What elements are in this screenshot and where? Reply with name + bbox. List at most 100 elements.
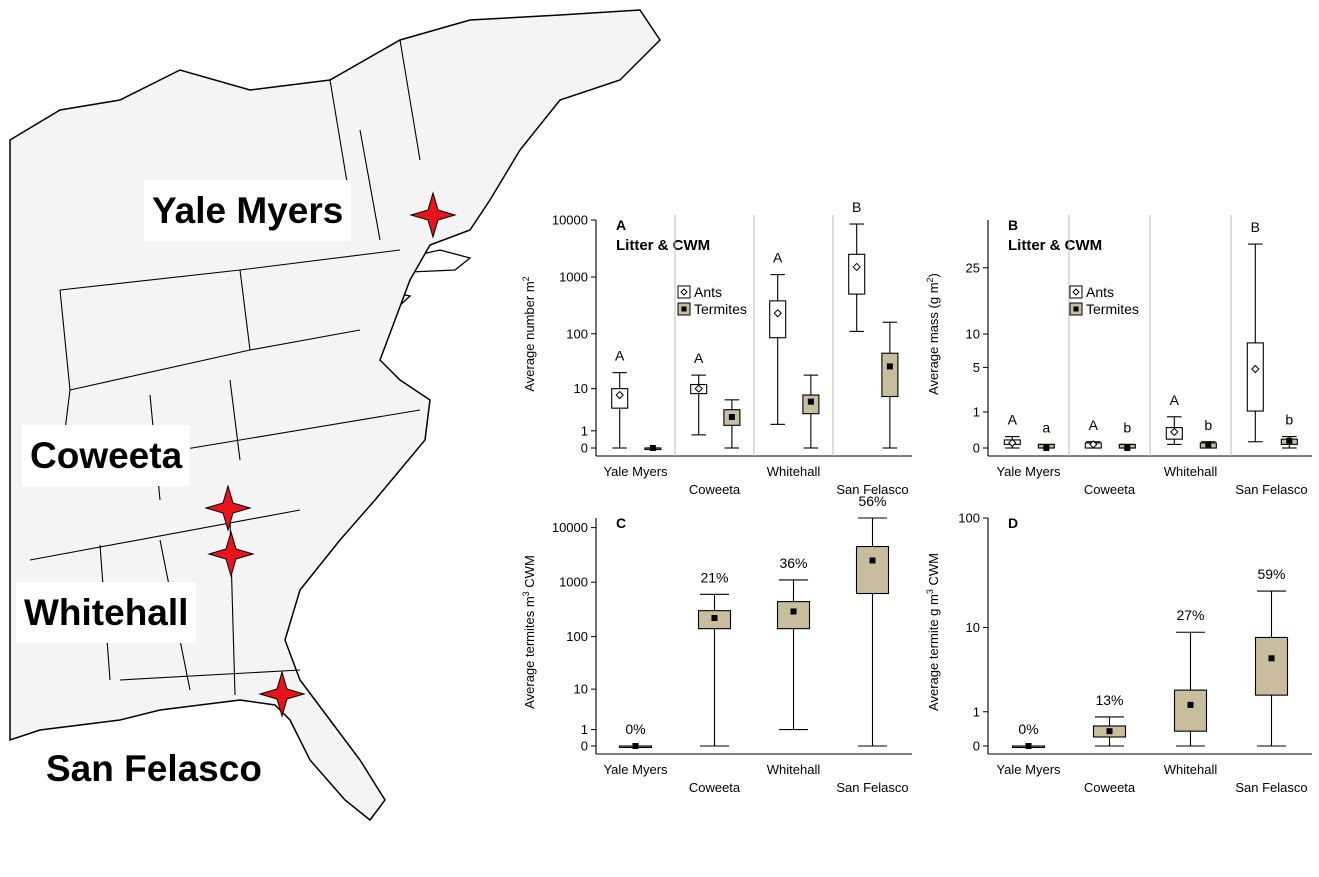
box-annotation: A — [1089, 417, 1099, 433]
median-marker — [1089, 440, 1098, 449]
site-marker-star — [409, 191, 457, 239]
box-annotation: 59% — [1257, 566, 1285, 582]
median-marker — [1106, 728, 1113, 735]
median-marker — [1124, 445, 1131, 451]
y-tick-label: 1 — [973, 404, 980, 419]
box-ants: A — [611, 348, 629, 449]
box-termites: a — [1037, 419, 1055, 451]
y-axis-label: Average termites m3 CWM — [521, 555, 537, 709]
median-marker — [869, 557, 876, 564]
y-tick-label: 25 — [966, 260, 980, 275]
y-tick-label: 10 — [966, 327, 980, 342]
box-termites: b — [1199, 417, 1217, 449]
panel-b: 0 1 5 10 25 Average mass (g m2) B Litter & CWM Y… — [925, 215, 1312, 497]
median-marker — [1008, 438, 1017, 448]
panel-letter: B — [1008, 217, 1018, 233]
box-ants: B — [848, 199, 866, 332]
median-marker — [1187, 701, 1194, 708]
box-termites: 0% — [1011, 721, 1046, 749]
y-tick-label: 100 — [566, 326, 588, 341]
box-annotation: A — [1170, 392, 1180, 408]
x-category-label: Yale Myers — [996, 762, 1061, 777]
box-annotation: A — [694, 350, 704, 366]
median-marker — [632, 743, 639, 749]
x-category-label: Coweeta — [1084, 482, 1136, 497]
y-tick-label: 1000 — [559, 269, 588, 284]
panel-letter: D — [1008, 515, 1018, 531]
box-rect — [848, 253, 866, 295]
box-annotation: 36% — [779, 555, 807, 571]
box-annotation: b — [1123, 419, 1131, 435]
legend-label: Ants — [1086, 284, 1114, 300]
box-termites: 27% — [1173, 607, 1208, 747]
box-termites: b — [1280, 412, 1298, 449]
panel-c: 0 1 10 100 1000 10000 Average termites m3 CWM C… — [521, 493, 912, 795]
y-tick-label: 1000 — [559, 575, 588, 590]
x-category-label: Yale Myers — [603, 464, 668, 479]
median-marker — [807, 398, 814, 405]
panel-letter: C — [616, 515, 626, 531]
legend-label: Ants — [694, 284, 722, 300]
box-ants: A — [1003, 412, 1021, 449]
panel-subtitle: Litter & CWM — [1008, 237, 1102, 254]
median-marker — [1286, 437, 1293, 444]
y-tick-label: 10 — [966, 620, 980, 635]
median-marker — [615, 390, 624, 400]
site-label-whitehall: Whitehall — [16, 582, 197, 643]
y-tick-label: 0 — [581, 441, 588, 456]
median-marker — [694, 384, 703, 393]
y-tick-label: 5 — [973, 360, 980, 375]
box-rect — [776, 601, 811, 630]
y-tick-label: 100 — [958, 511, 980, 526]
y-axis-label: Average mass (g m2) — [925, 273, 941, 395]
x-category-label: Coweeta — [689, 780, 741, 795]
x-category-label: Whitehall — [1164, 464, 1218, 479]
site-label-san-felasco: San Felasco — [38, 738, 270, 799]
box-annotation: 27% — [1176, 607, 1204, 623]
y-axis-label: Average number m2 — [521, 276, 537, 391]
x-category-label: San Felasco — [836, 780, 908, 795]
median-marker — [1170, 427, 1179, 437]
panel-a: 0 1 10 100 1000 10000 Average number m2 A Litter… — [521, 199, 912, 497]
legend-label: Termites — [694, 301, 747, 317]
median-marker — [1251, 364, 1260, 374]
box-termites — [881, 321, 899, 449]
box-annotation: 21% — [700, 569, 728, 585]
x-category-label: Whitehall — [1164, 762, 1218, 777]
box-annotation: A — [773, 250, 783, 266]
box-termites: 56% — [855, 493, 890, 747]
box-rect — [855, 545, 890, 595]
median-marker — [1205, 441, 1212, 448]
y-tick-label: 0 — [973, 739, 980, 754]
box-ants: A — [769, 250, 787, 425]
box-termites — [802, 374, 820, 449]
site-marker-star — [258, 670, 306, 718]
median-marker — [773, 309, 782, 318]
box-rect — [1246, 342, 1264, 412]
box-annotation: a — [1042, 419, 1050, 435]
box-annotation: B — [852, 199, 861, 215]
x-category-label: Yale Myers — [996, 464, 1061, 479]
median-marker — [711, 615, 718, 622]
y-tick-label: 0 — [973, 441, 980, 456]
site-marker-star — [207, 530, 255, 578]
box-annotation: A — [1008, 412, 1018, 428]
x-category-label: San Felasco — [1235, 482, 1307, 497]
median-marker — [852, 262, 861, 272]
box-annotation: 0% — [625, 721, 645, 737]
box-rect — [1254, 636, 1289, 696]
y-tick-label: 10000 — [552, 520, 588, 535]
median-marker — [886, 363, 893, 370]
median-marker — [790, 608, 797, 615]
legend-label: Termites — [1086, 301, 1139, 317]
x-category-label: Coweeta — [1084, 780, 1136, 795]
box-ants: A — [1165, 392, 1183, 445]
x-category-label: Yale Myers — [603, 762, 668, 777]
site-label-coweeta: Coweeta — [22, 425, 191, 486]
box-termites: 0% — [618, 721, 653, 749]
x-category-label: San Felasco — [836, 482, 908, 497]
y-tick-label: 100 — [566, 629, 588, 644]
site-marker-star — [204, 484, 252, 532]
panel-d: 0 1 10 100 Average termite g m3 CWM D Yale Mye… — [925, 511, 1312, 795]
